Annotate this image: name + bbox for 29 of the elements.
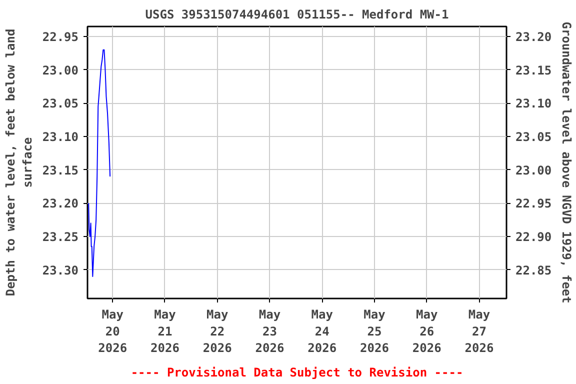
y2-tick-label: 23.20: [516, 30, 552, 44]
y2-tick-label: 23.05: [516, 130, 552, 144]
y-tick-label: 23.25: [42, 230, 78, 244]
text: ---- Provisional Data Subject to Revision ----: [130, 366, 464, 380]
y-tick-label: 23.05: [42, 96, 78, 111]
x-tick-label: May 21 2026: [150, 308, 180, 356]
x-tick-label: May 20 2026: [98, 308, 128, 356]
x-tick-label: May 26 2026: [412, 308, 442, 356]
y2-tick-label: 22.95: [516, 196, 552, 211]
x-tick-label: May 25 2026: [360, 308, 389, 356]
x-tick-label: May 23 2026: [255, 308, 284, 356]
y2-tick-label: 23.10: [516, 96, 552, 111]
x-tick-label: May 22 2026: [202, 308, 232, 356]
y-tick-label: 23.20: [42, 196, 78, 211]
y2-tick-label: 22.85: [516, 263, 552, 278]
y2-axis-title: Groundwater level above NGVD 1929, feet: [560, 22, 574, 304]
y2-tick-label: 23.15: [516, 63, 552, 78]
y-tick-label: 23.30: [42, 263, 78, 278]
y-tick-label: 23.15: [42, 163, 78, 178]
y-axis-title: Depth to water level, feet below land surface: [4, 28, 34, 296]
y-tick-label: 23.00: [42, 63, 78, 78]
y-tick-label: 23.10: [42, 130, 78, 144]
line-series: [88, 49, 111, 277]
x-tick-label: May 24 2026: [308, 308, 337, 356]
chart-title: USGS 395315074494601 051155-- Medford MW-1: [145, 8, 449, 22]
y2-tick-label: 23.00: [516, 163, 552, 178]
x-tick-label: May 27 2026: [464, 308, 494, 356]
y2-tick-label: 22.90: [516, 230, 552, 244]
y-tick-label: 22.95: [42, 30, 78, 44]
